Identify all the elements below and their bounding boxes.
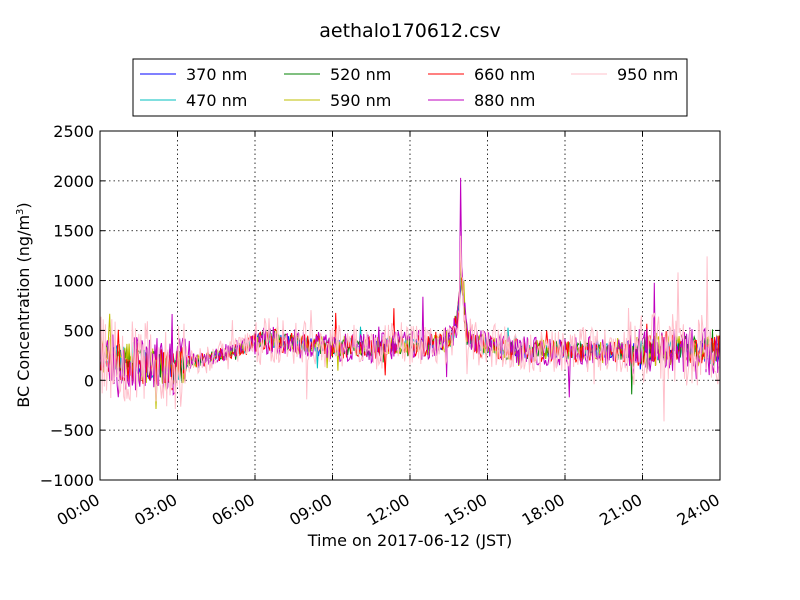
x-tick-labels: 00:00 03:00 06:00 09:00 12:00 15:00 18:00 21:00… <box>54 490 723 530</box>
y-axis-label-sup: 3 <box>15 209 26 215</box>
y-tick-label: −1000 <box>40 471 94 490</box>
x-tick-label: 21:00 <box>596 490 645 530</box>
legend-label: 470 nm <box>186 91 247 110</box>
y-axis-label-close: ) <box>14 202 33 208</box>
x-tick-label: 06:00 <box>209 490 258 530</box>
axis-ticks <box>99 130 721 481</box>
legend-label: 660 nm <box>474 65 535 84</box>
y-tick-label: −500 <box>50 421 94 440</box>
y-tick-label: 1500 <box>53 222 94 241</box>
y-tick-label: 2500 <box>53 122 94 141</box>
y-tick-label: 500 <box>63 321 94 340</box>
x-tick-label: 15:00 <box>441 490 490 530</box>
x-axis-label: Time on 2017-06-12 (JST) <box>307 531 512 550</box>
plot-frame <box>99 130 721 481</box>
x-tick-label: 24:00 <box>674 490 723 530</box>
x-tick-label: 12:00 <box>364 490 413 530</box>
grid <box>100 131 720 480</box>
legend-label: 370 nm <box>186 65 247 84</box>
legend-frame <box>132 58 688 117</box>
x-tick-label: 03:00 <box>131 490 180 530</box>
series-line <box>100 255 720 410</box>
y-tick-label: 0 <box>84 371 94 390</box>
series-line <box>100 235 720 422</box>
legend-label: 590 nm <box>330 91 391 110</box>
y-axis-label: BC Concentration (ng/m3) <box>14 202 33 407</box>
legend-label: 880 nm <box>474 91 535 110</box>
y-tick-label: 2000 <box>53 172 94 191</box>
legend-label: 950 nm <box>617 65 678 84</box>
legend: 370 nm 470 nm 520 nm 590 nm 660 nm 880 nm 950 … <box>132 58 688 117</box>
chart-title: aethalo170612.csv <box>319 20 501 42</box>
y-tick-label: 1000 <box>53 272 94 291</box>
plot-lines <box>100 177 720 422</box>
x-tick-label: 18:00 <box>519 490 568 530</box>
legend-label: 520 nm <box>330 65 391 84</box>
y-axis-label-main: BC Concentration (ng/m <box>14 215 33 408</box>
x-tick-label: 09:00 <box>286 490 335 530</box>
x-tick-label: 00:00 <box>54 490 103 530</box>
series-line <box>100 177 720 398</box>
y-tick-labels: −1000 −500 0 500 1000 1500 2000 2500 <box>40 122 94 490</box>
